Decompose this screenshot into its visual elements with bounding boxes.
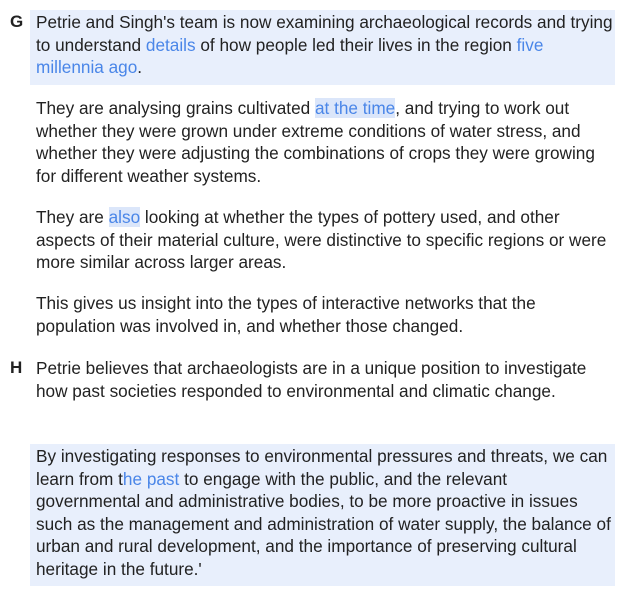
text: looking at whether the types of pottery … — [36, 207, 607, 272]
text: They are analysing grains cultivated — [36, 98, 315, 118]
highlighted-link-details[interactable]: details — [145, 34, 196, 55]
highlighted-phrase-at-the-time[interactable]: at the time — [314, 98, 396, 118]
paragraph-g-1: Petrie and Singh's team is now examining… — [30, 10, 615, 85]
paragraph-g-2: They are analysing grains cultivated at … — [30, 97, 615, 187]
paragraph-g-4: This gives us insight into the types of … — [30, 292, 615, 337]
text: . — [137, 57, 143, 77]
highlighted-phrase-also[interactable]: also — [108, 207, 141, 227]
text: Petrie believes that archaeologists are … — [36, 358, 587, 401]
text: Petrie and Singh's team is now examining… — [36, 12, 613, 55]
section-letter-h: H — [10, 358, 23, 377]
text: of how people led their lives in the reg… — [195, 34, 517, 55]
section-letter-g: G — [10, 12, 24, 31]
text: to engage with the public, and the relev… — [36, 468, 611, 579]
highlighted-link-the-past[interactable]: he past — [122, 468, 180, 489]
text: , and trying to work out whether they we… — [36, 98, 595, 186]
text: This gives us insight into the types of … — [36, 293, 536, 336]
paragraph-g-3: They are also looking at whether the typ… — [30, 206, 615, 274]
paragraph-h-1: Petrie believes that archaeologists are … — [30, 357, 615, 402]
text: By investigating responses to environmen… — [36, 446, 608, 489]
paragraph-h-2: By investigating responses to environmen… — [30, 444, 615, 586]
highlighted-link-five-millennia-ago[interactable]: five millennia ago — [36, 34, 544, 78]
text: They are — [36, 207, 109, 227]
